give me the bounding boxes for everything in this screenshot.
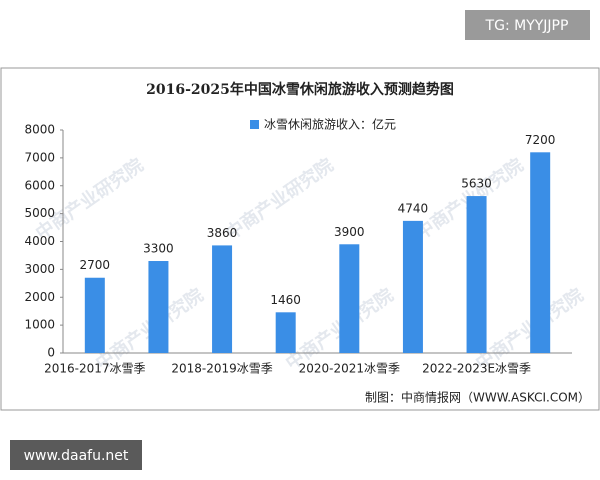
top-tag: TG: MYYJJPP	[485, 18, 569, 34]
x-tick-label: 2022-2023E冰雪季	[422, 362, 531, 376]
data-label: 1460	[270, 293, 301, 307]
y-tick-label: 8000	[24, 123, 55, 137]
y-tick-label: 6000	[24, 178, 55, 192]
legend-swatch	[250, 120, 259, 129]
y-tick-label: 0	[47, 346, 55, 360]
y-tick-label: 7000	[24, 150, 55, 164]
y-tick-label: 5000	[24, 206, 55, 220]
data-label: 4740	[398, 201, 429, 215]
bar	[148, 261, 169, 353]
bar	[466, 196, 487, 353]
y-tick-label: 1000	[24, 318, 55, 332]
data-label: 3860	[207, 226, 238, 240]
x-tick-label: 2018-2019冰雪季	[171, 362, 272, 376]
data-label: 7200	[525, 133, 556, 147]
data-label: 5630	[461, 177, 492, 191]
data-label: 2700	[80, 258, 111, 272]
top-tag-box	[465, 10, 590, 40]
x-tick-label: 2020-2021冰雪季	[299, 362, 400, 376]
y-tick-label: 3000	[24, 262, 55, 276]
y-tick-label: 2000	[24, 290, 55, 304]
data-label: 3300	[143, 242, 174, 256]
x-tick-label: 2016-2017冰雪季	[44, 362, 145, 376]
bar	[339, 244, 360, 353]
bottom-tag: www.daafu.net	[24, 448, 129, 464]
bar	[212, 245, 233, 353]
bar	[530, 152, 551, 353]
bar	[84, 277, 105, 353]
data-label: 3900	[334, 225, 365, 239]
bar	[402, 220, 423, 353]
bar	[275, 312, 296, 353]
bottom-tag-box	[10, 440, 142, 470]
chart-title: 2016-2025年中国冰雪休闲旅游收入预测趋势图	[146, 81, 454, 98]
y-tick-label: 4000	[24, 234, 55, 248]
legend-label: 冰雪休闲旅游收入：亿元	[264, 117, 396, 132]
source: 制图：中商情报网（WWW.ASKCI.COM）	[365, 390, 590, 405]
